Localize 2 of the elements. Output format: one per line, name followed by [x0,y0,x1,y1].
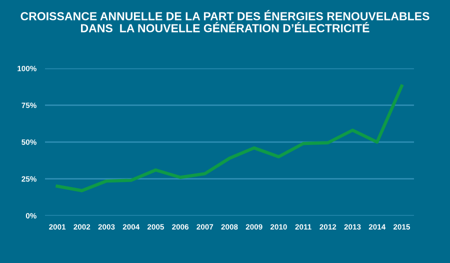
line-series [56,84,404,192]
chart-title: CROISSANCE ANNUELLE DE LA PART DES ÉNERGIES RENOUVELABLES DANS LA NOUVELLE GÉNÉRATION D’ÉLECTRICITÉ [20,10,430,32]
